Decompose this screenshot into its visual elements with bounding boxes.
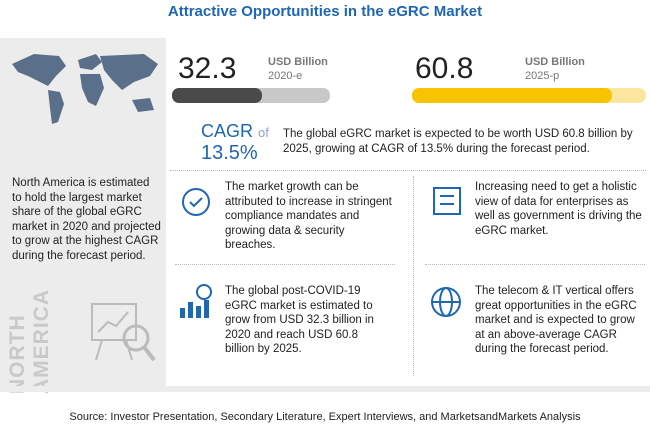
- stat-unit: USD Billion: [268, 56, 328, 68]
- stat-value: 60.8: [415, 52, 474, 85]
- icon: [180, 284, 212, 318]
- highlight: The global post-COVID-19 eGRC market is …: [225, 285, 374, 355]
- divider: [413, 176, 414, 376]
- stat-year: 2020-e: [268, 70, 303, 82]
- divider: [170, 170, 646, 171]
- stat-unit: USD Billion: [525, 56, 585, 68]
- region-label: NORTH AMERICA: [6, 289, 53, 394]
- footer-strip: [0, 386, 650, 392]
- icon: [431, 287, 461, 317]
- stat-year: 2025-p: [525, 70, 560, 82]
- summary: The global eGRC market is expected to be…: [283, 128, 633, 155]
- highlight: The telecom & IT vertical offers great o…: [475, 285, 637, 355]
- divider: [425, 264, 645, 265]
- source: Source: Investor Presentation, Secondary…: [69, 411, 581, 423]
- cagr-label: CAGR of: [201, 121, 269, 142]
- stat-bar: [412, 88, 646, 103]
- cagr-value: 13.5%: [201, 142, 258, 164]
- left-panel: [0, 38, 166, 386]
- left-text: North America is estimated to hold the l…: [12, 177, 161, 262]
- world-map: [12, 54, 158, 124]
- cagr-of: of: [258, 125, 269, 140]
- analysis-icon: [91, 303, 156, 362]
- title: Attractive Opportunities in the eGRC Mar…: [167, 3, 483, 20]
- cagr-text: CAGR: [201, 121, 254, 141]
- divider: [175, 264, 395, 265]
- icon: [433, 187, 461, 215]
- stat-value: 32.3: [178, 52, 237, 85]
- icon: [182, 188, 210, 216]
- stat-bar: [172, 88, 330, 103]
- highlight: The market growth can be attributed to i…: [225, 181, 392, 251]
- highlight: Increasing need to get a holistic view o…: [475, 181, 642, 237]
